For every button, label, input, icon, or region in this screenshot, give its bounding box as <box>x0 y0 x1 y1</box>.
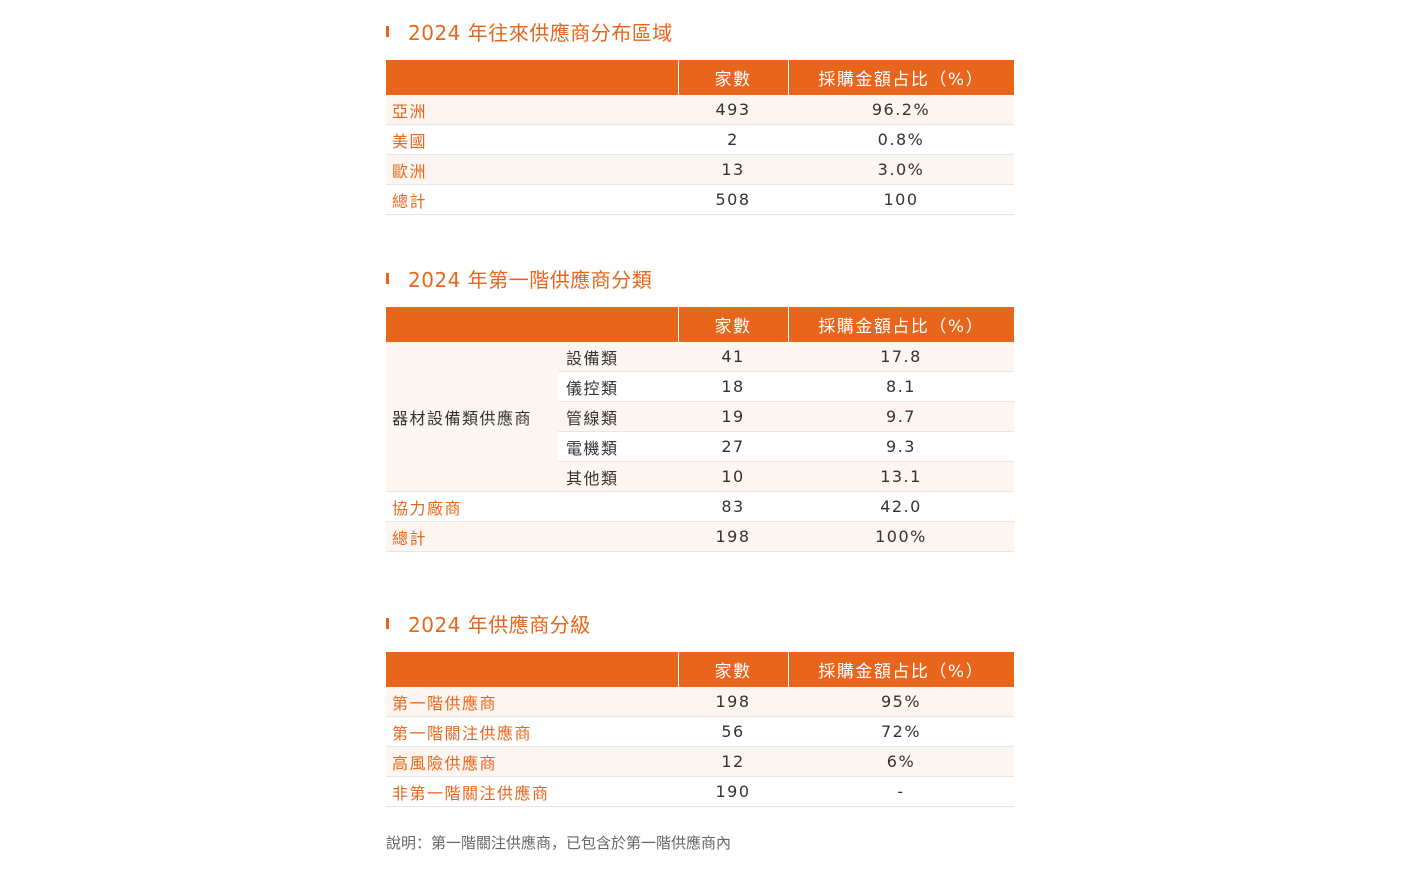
sub-category-label: 其他類 <box>558 461 678 492</box>
title-marker <box>386 617 389 629</box>
row-pct: 95% <box>788 687 1014 717</box>
row-pct: 100% <box>788 521 1014 552</box>
row-label: 歐洲 <box>386 154 678 185</box>
table-header-row: 家數 採購金額占比（%） <box>386 652 1014 687</box>
row-pct: 0.8% <box>788 124 1014 155</box>
row-label: 第一階供應商 <box>386 687 678 717</box>
row-count: 198 <box>678 521 788 552</box>
row-count: 56 <box>678 716 788 747</box>
table-row: 其他類 10 13.1 <box>386 461 1014 492</box>
row-label: 協力廠商 <box>386 491 678 522</box>
row-label: 美國 <box>386 124 678 155</box>
table-row: 器材設備類供應商 設備類 41 17.8 <box>386 342 1014 492</box>
row-pct: 6% <box>788 746 1014 777</box>
table-header-row: 家數 採購金額占比（%） <box>386 60 1014 95</box>
row-count: 13 <box>678 154 788 185</box>
table-row: 歐洲 13 3.0% <box>386 154 1014 185</box>
sub-category-label: 儀控類 <box>558 371 678 402</box>
section-title-supplier-region: 2024 年往來供應商分布區域 <box>386 17 673 45</box>
table-row: 管線類 19 9.7 <box>386 401 1014 432</box>
table-row: 協力廠商 83 42.0 <box>386 491 1014 522</box>
row-label: 總計 <box>386 184 678 215</box>
sub-category-label: 電機類 <box>558 431 678 462</box>
header-pct: 採購金額占比（%） <box>787 652 1014 687</box>
section-title-supplier-grading: 2024 年供應商分級 <box>386 609 591 637</box>
row-count: 2 <box>678 124 788 155</box>
table-row: 非第一階關注供應商 190 - <box>386 776 1014 807</box>
row-pct: 13.1 <box>788 461 1014 492</box>
table-row-total: 總計 508 100 <box>386 184 1014 215</box>
header-blank <box>386 60 678 95</box>
row-label: 非第一階關注供應商 <box>386 776 678 807</box>
section-title-text: 2024 年往來供應商分布區域 <box>408 20 673 45</box>
sub-category-label: 設備類 <box>558 342 678 372</box>
row-pct: 72% <box>788 716 1014 747</box>
row-label: 高風險供應商 <box>386 746 678 777</box>
table-row: 儀控類 18 8.1 <box>386 371 1014 402</box>
row-pct: 8.1 <box>788 371 1014 402</box>
row-pct: 96.2% <box>788 95 1014 125</box>
section-title-text: 2024 年第一階供應商分類 <box>408 267 653 292</box>
header-pct: 採購金額占比（%） <box>787 60 1014 95</box>
row-label: 亞洲 <box>386 95 678 125</box>
row-count: 18 <box>678 371 788 402</box>
row-count: 10 <box>678 461 788 492</box>
row-pct: 9.7 <box>788 401 1014 432</box>
table-row: 電機類 27 9.3 <box>386 431 1014 462</box>
row-label: 總計 <box>386 521 678 552</box>
header-count: 家數 <box>677 307 788 342</box>
title-marker <box>386 25 389 37</box>
footnote: 說明：第一階關注供應商，已包含於第一階供應商內 <box>386 834 732 852</box>
row-count: 493 <box>678 95 788 125</box>
row-count: 198 <box>678 687 788 717</box>
table-row: 美國 2 0.8% <box>386 124 1014 155</box>
supplier-grading-table: 家數 採購金額占比（%） 第一階供應商 198 95% 第一階關注供應商 56 … <box>386 652 1014 807</box>
row-pct: 42.0 <box>788 491 1014 522</box>
row-count: 19 <box>678 401 788 432</box>
table-row: 第一階供應商 198 95% <box>386 687 1014 717</box>
supplier-region-table: 家數 採購金額占比（%） 亞洲 493 96.2% 美國 2 0.8% 歐洲 1… <box>386 60 1014 215</box>
header-count: 家數 <box>677 60 788 95</box>
row-pct: - <box>788 776 1014 807</box>
table-row: 亞洲 493 96.2% <box>386 95 1014 125</box>
title-marker <box>386 272 389 284</box>
sub-category-label: 管線類 <box>558 401 678 432</box>
header-blank <box>386 307 678 342</box>
row-pct: 3.0% <box>788 154 1014 185</box>
row-pct: 9.3 <box>788 431 1014 462</box>
row-pct: 100 <box>788 184 1014 215</box>
row-count: 190 <box>678 776 788 807</box>
row-label: 第一階關注供應商 <box>386 716 678 747</box>
table-row-total: 總計 198 100% <box>386 521 1014 552</box>
row-count: 41 <box>678 342 788 372</box>
table-row: 高風險供應商 12 6% <box>386 746 1014 777</box>
row-count: 83 <box>678 491 788 522</box>
tier1-classification-table: 家數 採購金額占比（%） 器材設備類供應商 設備類 41 17.8 儀控類 18… <box>386 307 1014 552</box>
section-title-text: 2024 年供應商分級 <box>408 612 591 637</box>
header-pct: 採購金額占比（%） <box>787 307 1014 342</box>
row-pct: 17.8 <box>788 342 1014 372</box>
header-blank <box>386 652 678 687</box>
section-title-tier1-classification: 2024 年第一階供應商分類 <box>386 264 652 292</box>
row-count: 27 <box>678 431 788 462</box>
group-label: 器材設備類供應商 <box>386 342 558 492</box>
row-count: 508 <box>678 184 788 215</box>
header-count: 家數 <box>677 652 788 687</box>
table-header-row: 家數 採購金額占比（%） <box>386 307 1014 342</box>
table-row: 第一階關注供應商 56 72% <box>386 716 1014 747</box>
row-count: 12 <box>678 746 788 777</box>
